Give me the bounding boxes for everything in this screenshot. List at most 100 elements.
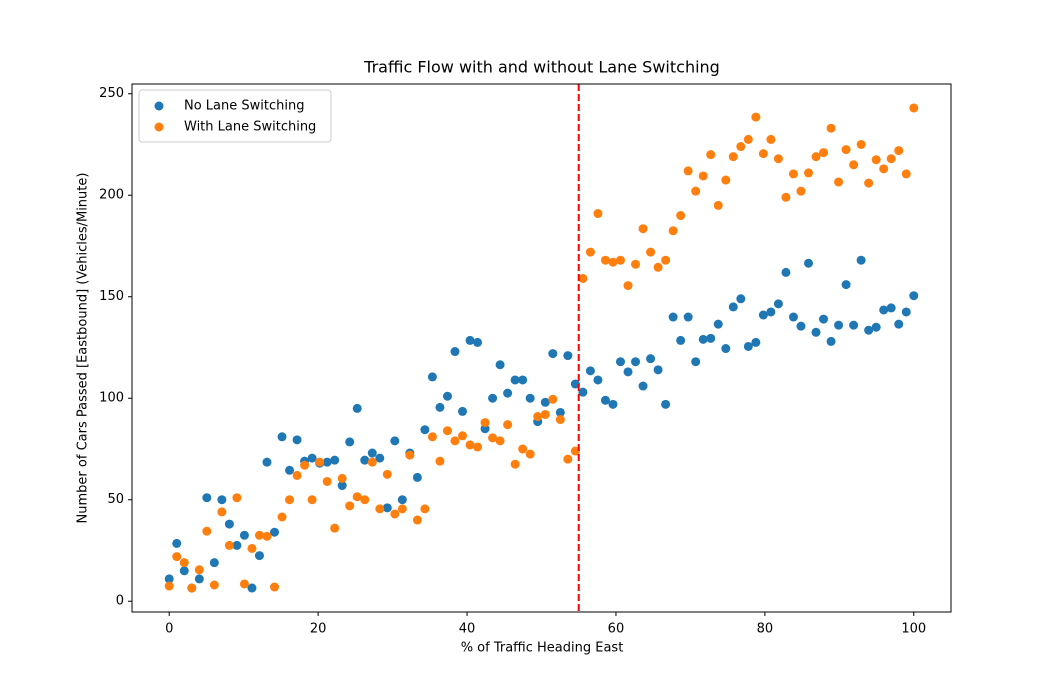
scatter-point	[435, 456, 445, 466]
scatter-point	[570, 379, 580, 389]
scatter-point	[585, 247, 595, 257]
scatter-point	[819, 314, 829, 324]
scatter-point	[773, 154, 783, 164]
scatter-point	[315, 457, 325, 467]
scatter-point	[593, 375, 603, 385]
scatter-point	[646, 247, 656, 257]
scatter-point	[270, 527, 280, 537]
scatter-point	[533, 412, 543, 422]
scatter-point	[465, 440, 475, 450]
scatter-point	[427, 432, 437, 442]
scatter-point	[420, 425, 430, 435]
scatter-point	[879, 305, 889, 315]
scatter-point	[322, 457, 332, 467]
scatter-point	[397, 495, 407, 505]
scatter-point	[563, 454, 573, 464]
scatter-point	[375, 504, 385, 514]
scatter-point	[570, 446, 580, 456]
scatter-point	[488, 433, 498, 443]
scatter-point	[337, 481, 347, 491]
scatter-point	[879, 164, 889, 174]
scatter-point	[691, 357, 701, 367]
x-tick-label: 0	[165, 622, 173, 637]
scatter-point	[337, 473, 347, 483]
scatter-point	[728, 302, 738, 312]
scatter-point	[766, 134, 776, 144]
scatter-point	[503, 388, 513, 398]
scatter-point	[179, 566, 189, 576]
scatter-point	[262, 457, 272, 467]
scatter-point	[803, 168, 813, 178]
scatter-point	[548, 394, 558, 404]
scatter-point	[653, 262, 663, 272]
scatter-point	[345, 437, 355, 447]
scatter-point	[382, 469, 392, 479]
y-tick-label: 200	[99, 188, 124, 203]
scatter-point	[781, 192, 791, 202]
scatter-point	[608, 257, 618, 267]
scatter-point	[270, 582, 280, 592]
scatter-point	[751, 337, 761, 347]
scatter-point	[473, 337, 483, 347]
scatter-point	[721, 344, 731, 354]
scatter-point	[826, 336, 836, 346]
scatter-point	[834, 177, 844, 187]
scatter-point	[909, 103, 919, 113]
scatter-point	[247, 543, 257, 553]
scatter-point	[518, 375, 528, 385]
scatter-point	[819, 148, 829, 158]
plot-frame	[131, 83, 952, 613]
scatter-point	[172, 552, 182, 562]
scatter-point	[495, 436, 505, 446]
scatter-point	[360, 495, 370, 505]
scatter-point	[292, 470, 302, 480]
y-tick-label: 150	[99, 289, 124, 304]
scatter-point	[638, 224, 648, 234]
legend-label: With Lane Switching	[184, 120, 316, 135]
legend-marker	[154, 101, 164, 111]
scatter-point	[871, 155, 881, 165]
scatter-point	[209, 558, 219, 568]
scatter-point	[901, 169, 911, 179]
scatter-point	[578, 273, 588, 283]
scatter-point	[330, 523, 340, 533]
scatter-point	[871, 322, 881, 332]
scatter-point	[886, 303, 896, 313]
scatter-point	[232, 493, 242, 503]
scatter-point	[164, 574, 174, 584]
scatter-point	[676, 211, 686, 221]
scatter-point	[826, 123, 836, 133]
scatter-point	[548, 349, 558, 359]
scatter-point	[495, 360, 505, 370]
scatter-point	[435, 402, 445, 412]
scatter-point	[751, 112, 761, 122]
scatter-point	[247, 583, 257, 593]
scatter-point	[585, 366, 595, 376]
scatter-point	[503, 420, 513, 430]
scatter-point	[600, 255, 610, 265]
scatter-point	[736, 294, 746, 304]
x-tick-label: 100	[901, 622, 926, 637]
scatter-point	[518, 444, 528, 454]
scatter-point	[901, 307, 911, 317]
scatter-point	[330, 455, 340, 465]
scatter-point	[894, 319, 904, 329]
scatter-point	[382, 503, 392, 513]
scatter-point	[555, 415, 565, 425]
scatter-point	[713, 319, 723, 329]
scatter-point	[488, 393, 498, 403]
scatter-point	[232, 540, 242, 550]
scatter-point	[578, 387, 588, 397]
scatter-point	[668, 312, 678, 322]
scatter-point	[758, 149, 768, 159]
scatter-point	[172, 538, 182, 548]
scatter-point	[209, 580, 219, 590]
x-tick-label: 80	[757, 622, 774, 637]
scatter-point	[292, 435, 302, 445]
scatter-point	[239, 579, 249, 589]
scatter-point	[277, 432, 287, 442]
scatter-point	[307, 453, 317, 463]
scatter-point	[728, 152, 738, 162]
scatter-point	[736, 142, 746, 152]
